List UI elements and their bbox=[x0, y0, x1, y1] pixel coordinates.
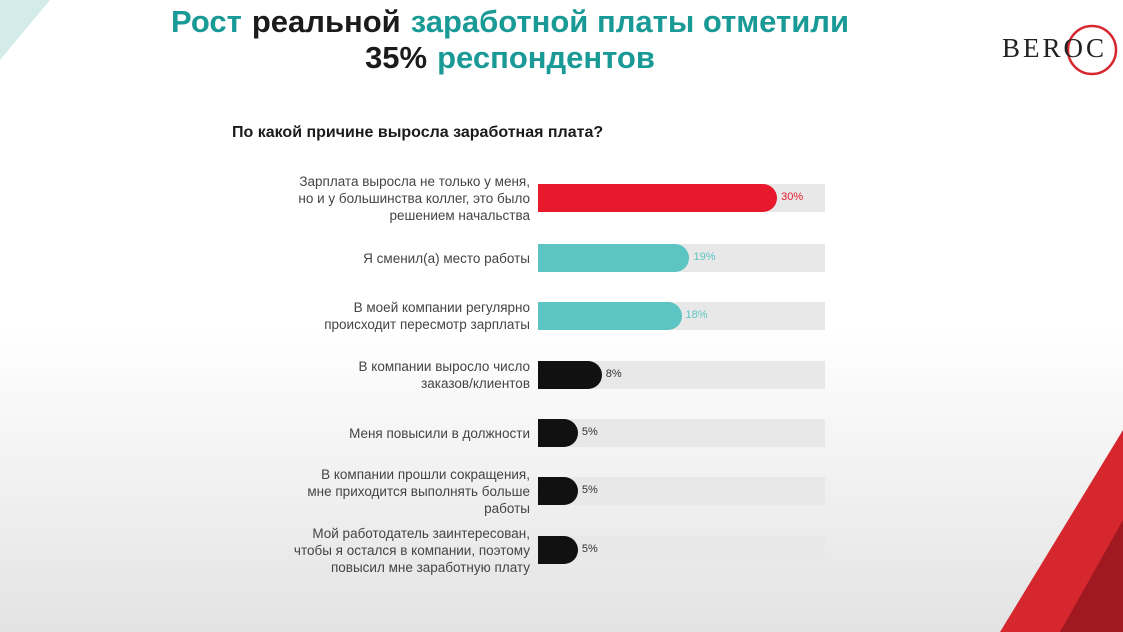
category-label: Мой работодатель заинтересован, чтобы я … bbox=[293, 525, 530, 575]
bar-track bbox=[538, 419, 825, 447]
value-label: 5% bbox=[581, 543, 598, 555]
title-line: Рост реальной заработной платы отметили bbox=[0, 4, 1020, 40]
bar bbox=[538, 536, 578, 564]
bar-track bbox=[538, 536, 825, 564]
category-label: Зарплата выросла не только у меня, но и … bbox=[298, 173, 530, 223]
title-segment: респондентов bbox=[437, 40, 655, 75]
value-label: 5% bbox=[581, 426, 598, 438]
category-label: В моей компании регулярно происходит пер… bbox=[324, 300, 530, 332]
category-label: Меня повысили в должности bbox=[349, 425, 530, 441]
title-line: 35% респондентов bbox=[0, 40, 1020, 76]
bar bbox=[538, 361, 602, 389]
category-label: В компании выросло число заказов/клиенто… bbox=[358, 359, 531, 391]
value-label: 19% bbox=[693, 251, 716, 263]
bar bbox=[538, 419, 578, 447]
bar bbox=[538, 244, 690, 272]
logo: BEROC bbox=[1002, 33, 1108, 63]
value-label: 5% bbox=[581, 484, 598, 496]
bar-track bbox=[538, 477, 825, 505]
category-label: В компании прошли сокращения, мне приход… bbox=[307, 466, 530, 516]
value-label: 18% bbox=[685, 309, 708, 321]
value-label: 8% bbox=[605, 368, 622, 380]
subtitle: По какой причине выросла заработная плат… bbox=[232, 124, 604, 141]
bar bbox=[538, 302, 682, 330]
title-segment: заработной платы отметили bbox=[410, 4, 850, 39]
bar bbox=[538, 477, 578, 505]
title-segment: Рост bbox=[170, 4, 242, 39]
title-segment: реальной bbox=[251, 4, 401, 39]
title-segment: 35% bbox=[365, 40, 428, 75]
bar bbox=[538, 184, 778, 212]
value-label: 30% bbox=[781, 191, 804, 203]
category-label: Я сменил(а) место работы bbox=[363, 250, 530, 266]
